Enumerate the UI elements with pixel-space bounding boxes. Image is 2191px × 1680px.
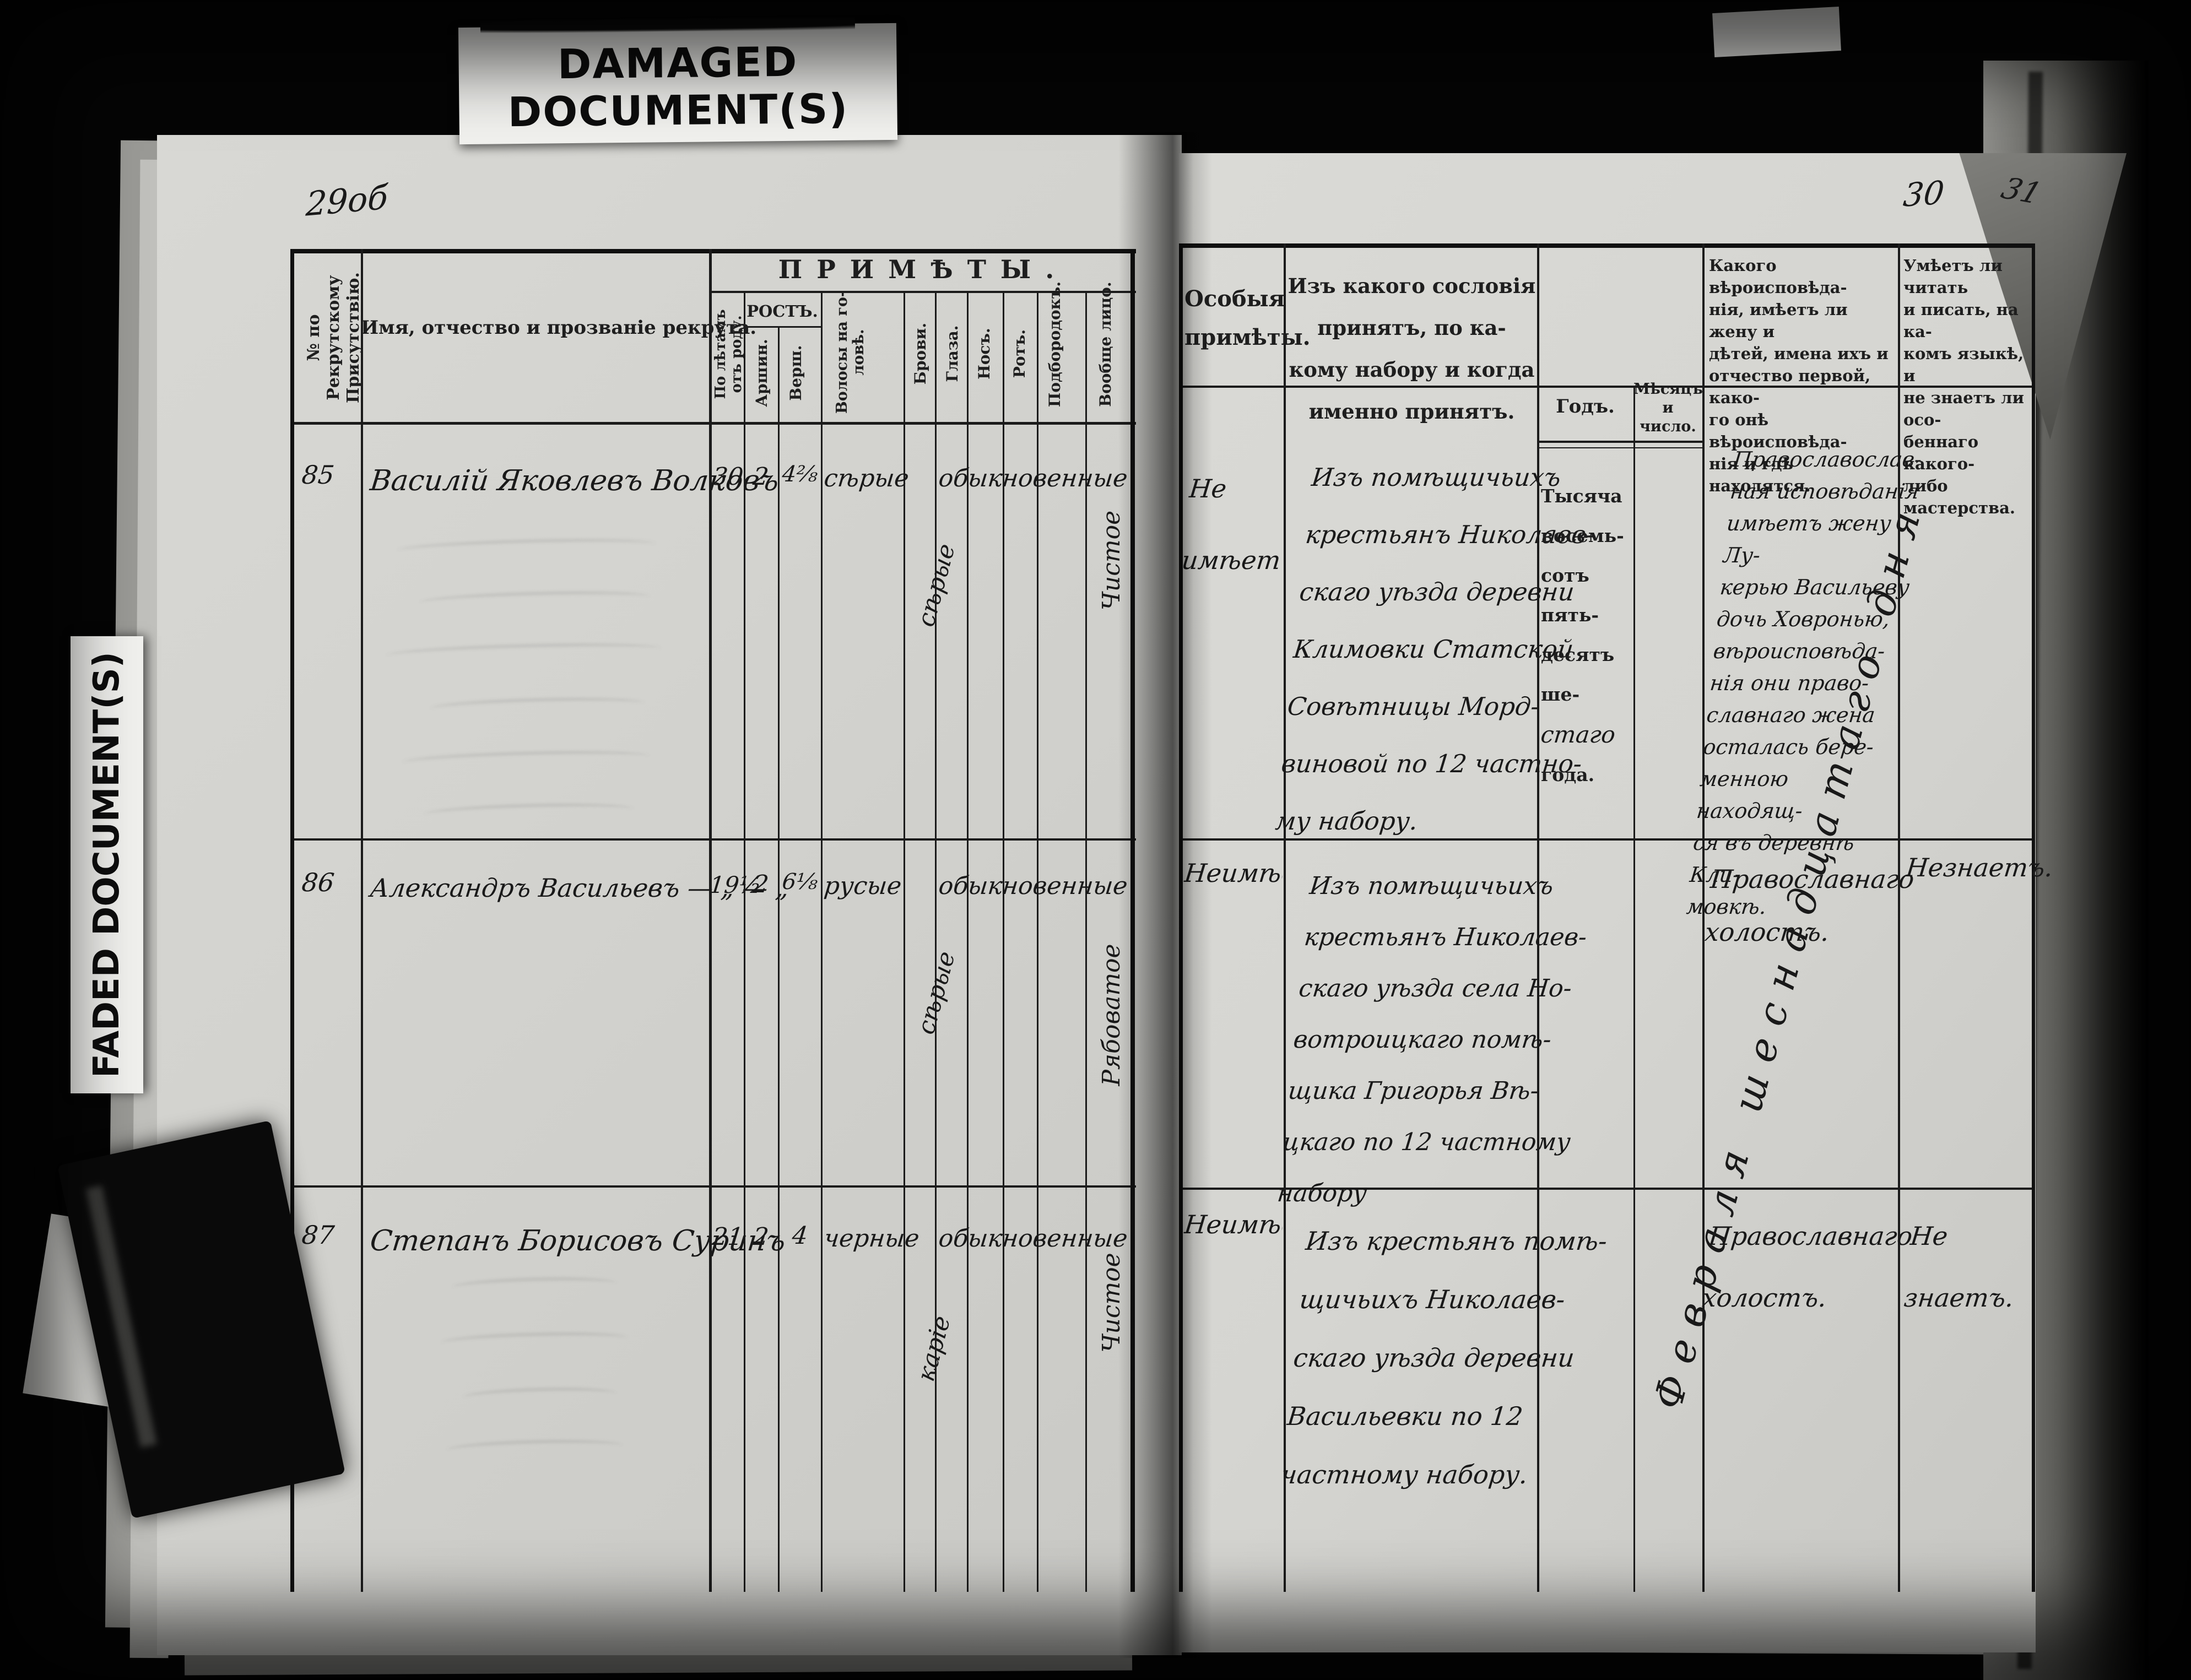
label-remnant bbox=[1712, 7, 1841, 57]
grid-line bbox=[292, 249, 1136, 253]
faded-sticker-text: FADED DOCUMENT(S) bbox=[71, 636, 143, 1093]
row-87-hair: черные bbox=[823, 1224, 921, 1253]
header-chin-col-label: Подбородокъ. bbox=[1046, 281, 1064, 408]
row-86-age: 19½ bbox=[708, 871, 763, 898]
row-85-hair: сѣрые bbox=[823, 464, 911, 492]
row-85-year: Тысяча восемь- сотъ пять- десятъ ше- ста… bbox=[1539, 476, 1635, 795]
grid-line bbox=[904, 291, 905, 1592]
grid-line bbox=[821, 291, 823, 1592]
damaged-sticker: DAMAGED DOCUMENT(S) bbox=[458, 15, 898, 145]
row-85-number: 85 bbox=[300, 460, 336, 490]
grid-line bbox=[935, 291, 937, 1592]
row-85-age: 30 bbox=[711, 463, 745, 491]
row-87-arshin: 2 bbox=[751, 1223, 770, 1251]
grid-line bbox=[967, 291, 969, 1592]
header-mouth-col-label: Ротъ. bbox=[1010, 329, 1029, 378]
grid-line bbox=[292, 1185, 1136, 1188]
header-literacy-col: Умѣетъ ли читать и писать, на ка- комъ я… bbox=[1903, 256, 2025, 518]
grid-line bbox=[361, 249, 363, 1592]
header-face-col-label: Вообще лицо. bbox=[1096, 281, 1115, 407]
header-name-col: Имя, отчество и прозваніе рекрута. bbox=[361, 317, 757, 339]
row-85-vershok: 4²⁄₈ bbox=[781, 462, 819, 487]
header-year-col: Годъ. bbox=[1556, 395, 1615, 418]
grid-line bbox=[744, 291, 745, 1592]
page-number-right: 30 bbox=[1901, 174, 1946, 214]
year-line-written: стаго bbox=[1539, 721, 1617, 748]
row-85-arshin: 2 bbox=[751, 463, 770, 491]
row-87-estate: Изъ крестьянъ помѣ- щичьихъ Николаев- ск… bbox=[1279, 1226, 1609, 1489]
grid-line bbox=[778, 326, 780, 1592]
row-87-religion: Православнаго холостъ. bbox=[1701, 1221, 1914, 1313]
damaged-sticker-line2: DOCUMENT(S) bbox=[507, 85, 849, 137]
header-primety: ПРИМѢТЫ. bbox=[778, 254, 1069, 284]
row-87-age: 21 bbox=[711, 1223, 745, 1251]
grid-line bbox=[1633, 386, 1635, 1592]
header-rost: РОСТЪ. bbox=[746, 302, 818, 321]
right-page bbox=[1179, 153, 2036, 1652]
row-87-vershok: 4 bbox=[791, 1222, 809, 1250]
row-86-estate: Изъ помѣщичьихъ крестьянъ Николаев- скаг… bbox=[1275, 872, 1588, 1207]
torn-paper-bits bbox=[480, 15, 855, 34]
page-number-left: 29об bbox=[305, 178, 389, 224]
grid-line bbox=[1181, 838, 2033, 841]
row-86-hair: русые bbox=[823, 872, 903, 900]
damaged-sticker-line1: DAMAGED bbox=[557, 38, 798, 89]
grid-line bbox=[290, 249, 294, 1592]
grid-line bbox=[711, 291, 1136, 293]
header-vershok-col-label: Верш. bbox=[787, 345, 805, 401]
grid-line bbox=[1537, 243, 1539, 1592]
header-brows-col-label: Брови. bbox=[911, 322, 929, 385]
header-no-col-label: № по Рекрутскому Присутствію. bbox=[304, 272, 363, 403]
row-86-number: 86 bbox=[300, 868, 336, 897]
year-line: десятъ ше- bbox=[1541, 644, 1615, 705]
row-86-literacy: Незнаетъ. bbox=[1905, 853, 2055, 882]
grid-line bbox=[1181, 1188, 2033, 1190]
header-nose-col-label: Носъ. bbox=[975, 328, 993, 380]
year-line: Тысяча bbox=[1541, 485, 1622, 507]
grid-line bbox=[1537, 441, 1702, 443]
year-line: восемь- bbox=[1541, 525, 1624, 546]
header-hair-col-label: Волосы на го- ловѣ. bbox=[834, 290, 867, 414]
header-religion-col: Какого вѣроисповѣда- нія, имѣетъ ли жену… bbox=[1709, 256, 1889, 496]
grid-line bbox=[709, 249, 712, 1592]
year-line: года. bbox=[1541, 764, 1595, 785]
grid-line bbox=[1702, 243, 1705, 1592]
header-arshin-col-label: Аршин. bbox=[753, 339, 771, 407]
grid-line bbox=[1037, 291, 1038, 1592]
grid-line bbox=[1181, 243, 2033, 248]
year-line: сотъ пять- bbox=[1541, 565, 1599, 626]
header-estate-col: Изъ какого сословія принятъ, по ка- кому… bbox=[1287, 274, 1536, 424]
grid-line bbox=[292, 422, 1136, 425]
header-month-col: Мѣсяцъ и число. bbox=[1633, 381, 1703, 435]
row-87-number: 87 bbox=[300, 1220, 336, 1250]
row-87-literacy: Не знаетъ. bbox=[1902, 1221, 2015, 1313]
grid-line bbox=[744, 326, 821, 328]
grid-line bbox=[1537, 447, 1702, 448]
grid-line bbox=[2032, 243, 2035, 1592]
grid-line bbox=[1284, 243, 1286, 1592]
grid-line bbox=[1003, 291, 1004, 1592]
row-86-arshin: 2 bbox=[751, 870, 770, 898]
grid-line bbox=[1085, 291, 1087, 1592]
header-age-col-label: По лѣтамъ отъ роду. bbox=[712, 309, 745, 399]
grid-line bbox=[292, 838, 1136, 841]
row-86-vershok: 6¹⁄₈ bbox=[781, 869, 819, 895]
grid-line bbox=[1898, 243, 1900, 1592]
grid-line bbox=[1181, 386, 2033, 388]
row-86-religion: Православнаго холостъ. bbox=[1703, 864, 1916, 947]
header-eyes-col-label: Глаза. bbox=[943, 325, 961, 382]
book-gutter-shadow bbox=[1118, 132, 1212, 1658]
